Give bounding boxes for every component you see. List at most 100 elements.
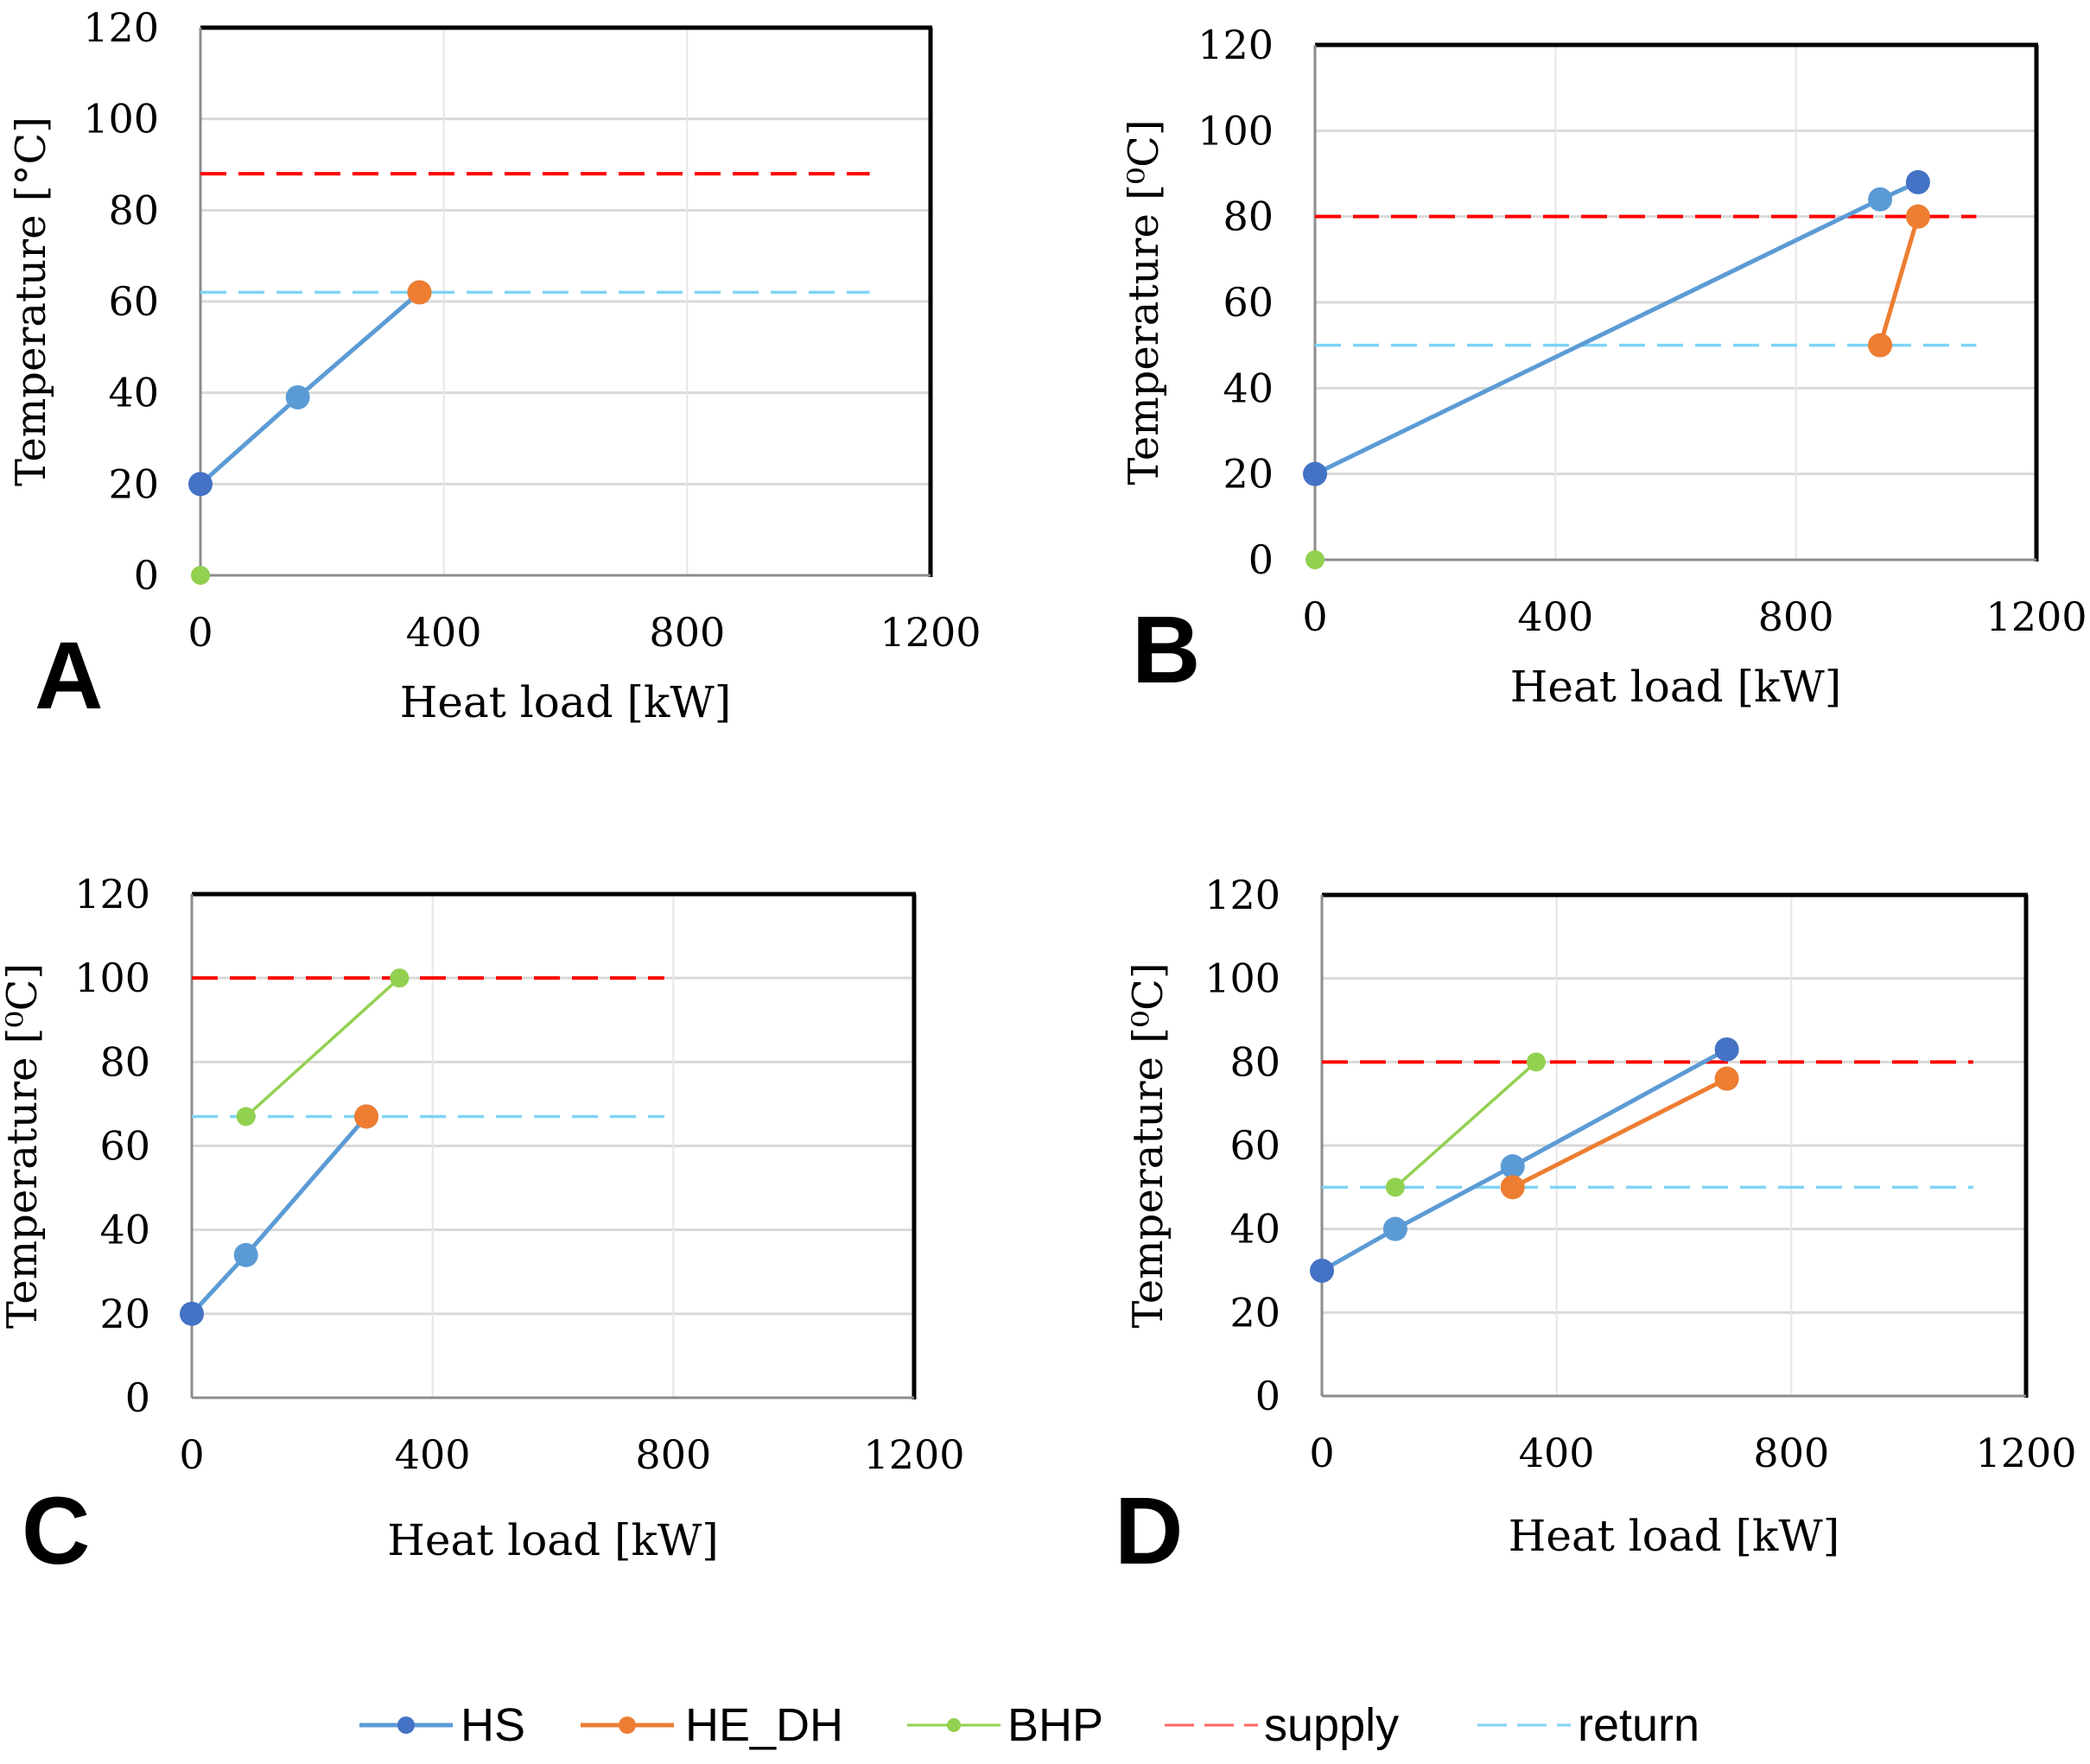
x-tick-label: 1200 bbox=[863, 1431, 964, 1478]
x-axis-title: Heat load [kW] bbox=[1510, 662, 1842, 712]
legend-marker-hs bbox=[397, 1716, 415, 1734]
data-point-he-dh bbox=[1905, 204, 1930, 229]
data-point-hs bbox=[1382, 1216, 1407, 1241]
y-tick-label: 60 bbox=[99, 1123, 150, 1170]
x-tick-label: 1200 bbox=[880, 609, 981, 656]
data-point-bhp bbox=[191, 566, 210, 585]
legend-marker-bhp bbox=[947, 1718, 961, 1732]
y-axis-title: Temperature [°C] bbox=[7, 117, 55, 486]
y-tick-label: 0 bbox=[134, 552, 159, 599]
series-line-he-dh bbox=[1511, 1076, 1728, 1190]
x-tick-label: 0 bbox=[179, 1431, 204, 1478]
data-point-hs bbox=[1868, 187, 1893, 212]
y-tick-label: 40 bbox=[108, 370, 159, 416]
y-tick-label: 100 bbox=[1204, 955, 1280, 1002]
data-point-hs bbox=[188, 472, 213, 497]
data-point-bhp bbox=[1526, 1052, 1546, 1072]
data-point-hs bbox=[1303, 461, 1327, 486]
y-tick-label: 40 bbox=[99, 1207, 150, 1253]
series-line-he-dh bbox=[1877, 215, 1921, 346]
y-axis-title: Temperature [⁰C] bbox=[1124, 962, 1172, 1328]
x-tick-label: 800 bbox=[649, 609, 725, 656]
data-point-he-dh bbox=[1500, 1175, 1525, 1200]
y-axis-title: Temperature [⁰C] bbox=[1120, 119, 1168, 485]
x-axis-title: Heat load [kW] bbox=[1509, 1511, 1840, 1561]
y-tick-label: 100 bbox=[83, 96, 159, 143]
y-tick-label: 120 bbox=[1197, 22, 1274, 68]
y-tick-label: 100 bbox=[74, 955, 150, 1001]
legend-label-return: return bbox=[1578, 1699, 1699, 1751]
y-tick-label: 120 bbox=[83, 4, 159, 51]
legend-marker-he-dh bbox=[619, 1716, 636, 1734]
y-tick-label: 100 bbox=[1197, 107, 1274, 154]
x-tick-label: 1200 bbox=[1975, 1430, 2076, 1476]
y-tick-label: 80 bbox=[108, 187, 159, 233]
y-tick-label: 20 bbox=[108, 460, 159, 507]
y-tick-label: 60 bbox=[108, 278, 159, 325]
data-point-he-dh bbox=[1868, 333, 1893, 358]
data-point-bhp bbox=[236, 1107, 256, 1126]
x-tick-label: 400 bbox=[406, 609, 482, 656]
y-tick-label: 60 bbox=[1229, 1122, 1280, 1169]
y-tick-label: 0 bbox=[1248, 536, 1274, 583]
x-tick-label: 1200 bbox=[1985, 593, 2087, 640]
data-point-hs bbox=[233, 1242, 258, 1267]
x-tick-label: 400 bbox=[1517, 593, 1593, 640]
legend-label-hs: HS bbox=[461, 1699, 525, 1751]
legend: HS HE_DH BHP supply return bbox=[359, 1699, 1699, 1751]
data-point-hs bbox=[1905, 169, 1930, 194]
x-tick-label: 800 bbox=[1753, 1430, 1829, 1476]
x-axis-title: Heat load [kW] bbox=[400, 677, 732, 727]
data-point-hs bbox=[1714, 1037, 1739, 1062]
y-tick-label: 40 bbox=[1229, 1206, 1280, 1253]
panel-label: C bbox=[22, 1478, 90, 1584]
legend-label-bhp: BHP bbox=[1007, 1699, 1103, 1751]
y-tick-label: 0 bbox=[1255, 1373, 1280, 1419]
data-point-he-dh bbox=[407, 280, 432, 305]
legend-label-supply: supply bbox=[1264, 1699, 1399, 1751]
panel-label: B bbox=[1132, 597, 1200, 703]
series-line-hs bbox=[1320, 1047, 1728, 1273]
series-line-hs bbox=[199, 290, 422, 486]
x-tick-label: 0 bbox=[1309, 1430, 1334, 1476]
x-tick-label: 400 bbox=[395, 1431, 471, 1478]
y-tick-label: 20 bbox=[1223, 451, 1274, 498]
series-line-bhp bbox=[1394, 1061, 1538, 1189]
data-point-bhp bbox=[390, 968, 410, 988]
x-tick-label: 400 bbox=[1519, 1430, 1595, 1476]
y-tick-label: 40 bbox=[1223, 365, 1274, 411]
panel-label: A bbox=[35, 623, 103, 729]
y-tick-label: 80 bbox=[1223, 194, 1274, 240]
panel-label: D bbox=[1115, 1478, 1183, 1584]
legend-label-he-dh: HE_DH bbox=[685, 1699, 843, 1751]
y-tick-label: 60 bbox=[1223, 279, 1274, 326]
data-point-hs bbox=[1310, 1259, 1334, 1283]
y-tick-label: 120 bbox=[74, 871, 150, 917]
y-tick-label: 20 bbox=[1229, 1289, 1280, 1336]
series-line-hs bbox=[1313, 180, 1919, 476]
data-point-bhp bbox=[1305, 550, 1325, 569]
x-tick-label: 0 bbox=[187, 609, 213, 656]
x-axis-title: Heat load [kW] bbox=[387, 1515, 719, 1565]
data-point-he-dh bbox=[354, 1104, 379, 1129]
x-tick-label: 800 bbox=[635, 1431, 711, 1478]
data-point-hs bbox=[180, 1301, 204, 1326]
y-tick-label: 120 bbox=[1204, 872, 1280, 918]
data-point-bhp bbox=[1385, 1177, 1405, 1197]
y-tick-label: 20 bbox=[99, 1291, 150, 1337]
x-tick-label: 800 bbox=[1758, 593, 1834, 640]
series-line-bhp bbox=[245, 976, 401, 1118]
data-point-hs bbox=[285, 384, 310, 409]
y-axis-title: Temperature [⁰C] bbox=[0, 963, 47, 1329]
data-point-hs bbox=[1500, 1154, 1525, 1179]
data-point-he-dh bbox=[1714, 1066, 1739, 1091]
y-tick-label: 0 bbox=[125, 1374, 150, 1421]
y-tick-label: 80 bbox=[99, 1038, 150, 1085]
x-tick-label: 0 bbox=[1302, 593, 1327, 640]
y-tick-label: 80 bbox=[1229, 1038, 1280, 1085]
